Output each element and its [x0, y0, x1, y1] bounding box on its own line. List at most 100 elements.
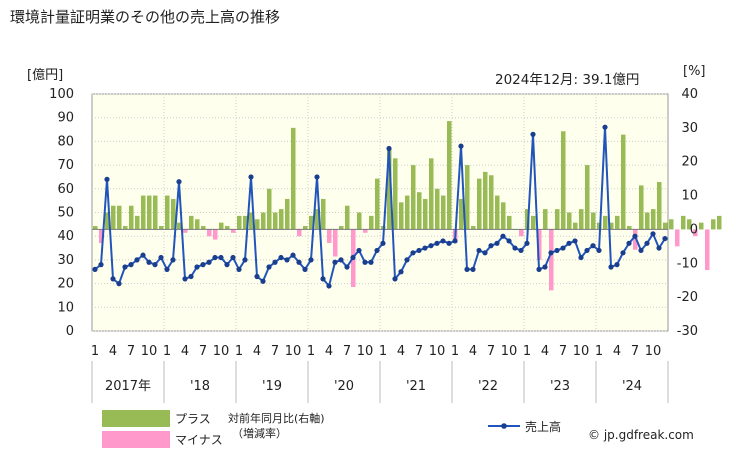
yoy-bar-plus [699, 222, 704, 230]
sales-point [122, 264, 128, 270]
sales-point [356, 247, 362, 254]
yoy-bar-plus [291, 127, 296, 230]
yoy-bar-plus [603, 215, 608, 230]
month-tick-label: 7 [271, 344, 279, 359]
sales-point [566, 240, 572, 246]
month-tick-label: 1 [307, 344, 315, 359]
sales-point [452, 238, 458, 244]
sales-point [440, 238, 446, 244]
yoy-bar-plus [621, 134, 626, 230]
yoy-bar-minus [693, 229, 698, 237]
sales-point [398, 269, 404, 275]
sales-point [632, 233, 638, 239]
sales-point [362, 259, 368, 265]
sales-point [152, 262, 158, 268]
sales-point [422, 245, 428, 251]
yoy-bar-plus [219, 222, 224, 230]
yoy-bar-plus [345, 205, 350, 230]
yoy-bar-minus [675, 229, 680, 247]
yoy-bar-plus [429, 158, 434, 230]
sales-point [230, 254, 236, 261]
sales-point [92, 266, 98, 272]
sales-point [458, 143, 464, 149]
left-axis-unit: [億円] [27, 68, 64, 83]
credit: © jp.gdfreak.com [588, 428, 694, 442]
year-label: '22 [478, 379, 498, 394]
yoy-bar-plus [465, 165, 470, 230]
yoy-bar-plus [507, 215, 512, 230]
yoy-bar-plus [579, 209, 584, 230]
sales-point [296, 259, 302, 265]
sales-point [254, 273, 260, 280]
sales-point [182, 276, 188, 282]
yoy-bar-plus [141, 195, 146, 230]
sales-point [380, 240, 386, 246]
sales-point [200, 262, 206, 268]
yoy-bar-plus [315, 209, 320, 230]
right-tick-label: 0 [690, 222, 698, 237]
sales-point [434, 240, 440, 246]
yoy-bar-plus [237, 215, 242, 230]
sales-point [176, 179, 182, 185]
month-tick-label: 1 [451, 344, 459, 359]
yoy-bar-plus [339, 226, 344, 230]
month-tick-label: 10 [213, 344, 230, 359]
yoy-bar-minus [333, 229, 338, 257]
sales-point [428, 243, 434, 249]
yoy-bar-plus [681, 215, 686, 230]
yoy-bar-plus [399, 202, 404, 230]
yoy-bar-plus [147, 195, 152, 230]
sales-point [410, 250, 416, 256]
sales-point [584, 247, 590, 254]
yoy-bar-plus [405, 195, 410, 230]
sales-point [320, 276, 326, 282]
yoy-bar-minus [633, 229, 638, 250]
yoy-bar-plus [129, 205, 134, 230]
yoy-bar-plus [201, 226, 206, 230]
sales-point [206, 259, 212, 265]
sales-point [536, 266, 542, 272]
yoy-bar-plus [609, 222, 614, 230]
sales-point [560, 245, 566, 251]
sales-point [248, 174, 254, 180]
yoy-bar-plus [387, 148, 392, 230]
sales-point [272, 259, 278, 265]
month-tick-label: 7 [343, 344, 351, 359]
month-tick-label: 10 [501, 344, 518, 359]
sales-point [638, 247, 644, 254]
yoy-bar-plus [273, 212, 278, 230]
sales-point [224, 262, 230, 268]
left-tick-label: 100 [49, 87, 74, 102]
sales-point [134, 257, 140, 263]
legend-plus-label: プラス [175, 412, 211, 426]
right-tick-label: 30 [681, 121, 698, 136]
yoy-bar-plus [525, 209, 530, 230]
legend-plus-swatch [102, 410, 170, 427]
year-label: '19 [262, 379, 282, 394]
month-tick-label: 7 [487, 344, 495, 359]
yoy-bar-plus [357, 212, 362, 230]
sales-point [620, 250, 626, 256]
month-tick-label: 7 [631, 344, 639, 359]
yoy-bar-plus [249, 212, 254, 230]
right-tick-label: 10 [681, 189, 698, 204]
month-tick-label: 10 [285, 344, 302, 359]
yoy-bar-plus [153, 195, 158, 230]
yoy-bar-minus [549, 229, 554, 291]
month-tick-label: 10 [429, 344, 446, 359]
left-tick-label: 90 [57, 111, 74, 126]
sales-point [614, 262, 620, 268]
sales-point [116, 281, 122, 287]
month-tick-label: 1 [379, 344, 387, 359]
yoy-bar-plus [501, 202, 506, 230]
sales-point [212, 254, 218, 261]
sales-point [110, 276, 116, 282]
sales-point [602, 124, 608, 130]
yoy-bar-plus [195, 219, 200, 230]
month-tick-label: 4 [541, 344, 549, 359]
yoy-bar-minus [231, 229, 236, 233]
legend-yoy-note-sub: （増減率） [232, 427, 287, 440]
yoy-bar-plus [393, 158, 398, 230]
sales-point [332, 259, 338, 265]
sales-point [260, 278, 266, 284]
